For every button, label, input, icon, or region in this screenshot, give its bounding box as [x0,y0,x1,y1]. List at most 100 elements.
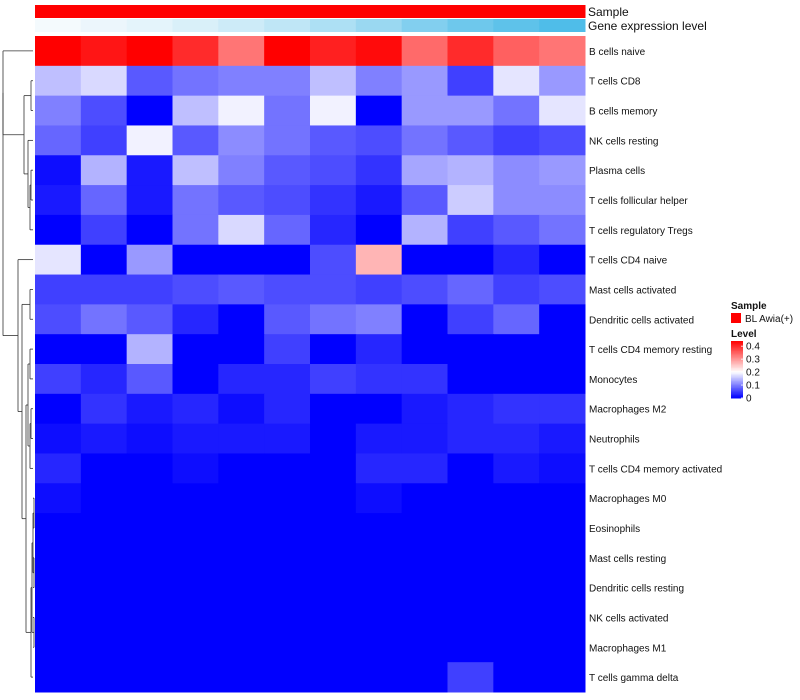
heatmap-cell-r8-c7 [355,274,403,305]
heatmap-cell-r0-c10 [493,36,540,67]
heatmap-cell-r6-c2 [126,214,173,246]
heatmap-cell-r2-c3 [172,95,219,126]
heatmap-cell-r0-c11 [539,36,586,67]
heatmap-cell-r0-c8 [401,36,448,67]
heatmap-cell-r6-c5 [264,214,311,246]
heatmap-cell-r3-c7 [355,125,403,156]
legend-level-gradient-step [731,341,743,343]
heatmap-cell-r11-c7 [355,364,403,395]
heatmap-cell-r7-c10 [493,244,540,276]
heatmap-cell-r12-c10 [493,393,540,425]
heatmap-cell-r10-c0 [35,334,82,365]
legend-level-gradient-step [731,359,743,362]
heatmap-cell-r1-c3 [172,65,219,97]
heatmap-cell-r7-c5 [264,244,311,276]
heatmap-cell-r17-c0 [35,542,82,574]
heatmap-cell-r0-c1 [80,36,128,67]
heatmap-cell-r4-c7 [355,155,403,186]
heatmap-cell-r16-c4 [218,513,265,544]
heatmap-cell-r19-c3 [172,602,219,633]
heatmap-cell-r5-c8 [401,185,448,216]
heatmap-cell-r20-c8 [401,632,448,663]
legend: Sample BL Awia(+) Level 0.4 0.3 0.2 0.1 0 [731,301,793,405]
legend-level-tick-label: 0.4 [746,342,760,353]
heatmap-cell-r8-c4 [218,274,265,305]
heatmap-cell-r21-c4 [218,662,265,693]
heatmap-cell-r8-c5 [264,274,311,305]
row-label: T cells CD8 [589,77,641,88]
annotation-cell-0-9 [447,5,494,18]
heatmap-cell-r14-c9 [447,453,494,484]
heatmap-cell-r9-c1 [80,304,128,335]
heatmap-cell-r9-c6 [310,304,357,335]
annotation-cell-0-3 [172,5,219,18]
legend-level-gradient-step [731,353,743,356]
annotation-cell-1-1 [80,19,128,32]
heatmap-cell-r16-c2 [126,513,173,544]
heatmap-cell-r8-c9 [447,274,494,305]
heatmap-cell-r2-c1 [80,95,128,126]
heatmap-cell-r21-c5 [264,662,311,693]
heatmap-cell-r10-c9 [447,334,494,365]
heatmap-cell-r13-c6 [310,423,357,454]
annotation-cell-1-4 [218,19,265,32]
heatmap-cell-r5-c9 [447,185,494,216]
heatmap-cell-r11-c1 [80,364,128,395]
heatmap-cell-r12-c5 [264,393,311,425]
heatmap-cell-r0-c4 [218,36,265,67]
annotation-cell-1-6 [310,19,357,32]
heatmap-cell-r15-c0 [35,483,82,514]
legend-level-gradient-step [731,360,743,363]
legend-level-gradient-step [731,349,743,352]
legend-level-gradient-step [731,373,743,376]
heatmap-cell-r12-c9 [447,393,494,425]
heatmap-cell-r16-c11 [539,513,586,544]
heatmap-cell-r6-c7 [355,214,403,246]
row-label: Eosinophils [589,524,640,535]
annotation-cell-1-5 [264,19,311,32]
heatmap-cell-r13-c3 [172,423,219,454]
heatmap-cell-r6-c1 [80,214,128,246]
legend-level-gradient-step [731,350,743,353]
heatmap-cell-r20-c4 [218,632,265,663]
heatmap-cell-r5-c3 [172,185,219,216]
annotation-cell-1-11 [539,19,586,32]
heatmap-cell-r0-c0 [35,36,82,67]
heatmap-cell-r13-c0 [35,423,82,454]
heatmap-cell-r8-c8 [401,274,448,305]
heatmap-cell-r13-c7 [355,423,403,454]
heatmap-cell-r3-c0 [35,125,82,156]
heatmap-cell-r9-c3 [172,304,219,335]
heatmap-cell-r18-c3 [172,572,219,604]
heatmap-cell-r16-c8 [401,513,448,544]
heatmap-cell-r12-c6 [310,393,357,425]
heatmap-cell-r19-c0 [35,602,82,633]
heatmap-cell-r6-c4 [218,214,265,246]
heatmap-cell-r19-c9 [447,602,494,633]
heatmap-cell-r15-c2 [126,483,173,514]
heatmap-cell-r4-c10 [493,155,540,186]
row-label: Neutrophils [589,435,640,446]
heatmap-cell-r15-c3 [172,483,219,514]
heatmap-cell-r15-c11 [539,483,586,514]
heatmap-cell-r20-c5 [264,632,311,663]
heatmap-cell-r4-c2 [126,155,173,186]
row-label: T cells CD4 memory activated [589,464,722,475]
heatmap-cell-r14-c8 [401,453,448,484]
row-label: T cells CD4 naive [589,256,668,267]
heatmap-cell-r12-c1 [80,393,128,425]
heatmap-cell-r11-c8 [401,364,448,395]
legend-level-gradient-step [731,386,743,389]
heatmap-cell-r13-c11 [539,423,586,454]
heatmap-cell-r20-c7 [355,632,403,663]
heatmap-cell-r1-c1 [80,65,128,97]
heatmap-cell-r1-c7 [355,65,403,97]
heatmap-cell-r5-c2 [126,185,173,216]
heatmap-cell-r3-c8 [401,125,448,156]
heatmap-cell-r19-c11 [539,602,586,633]
legend-level-gradient-step [731,395,743,398]
heatmap-cell-r17-c5 [264,542,311,574]
legend-level-gradient-step [731,369,743,372]
heatmap-cell-r13-c2 [126,423,173,454]
heatmap-cell-r4-c5 [264,155,311,186]
